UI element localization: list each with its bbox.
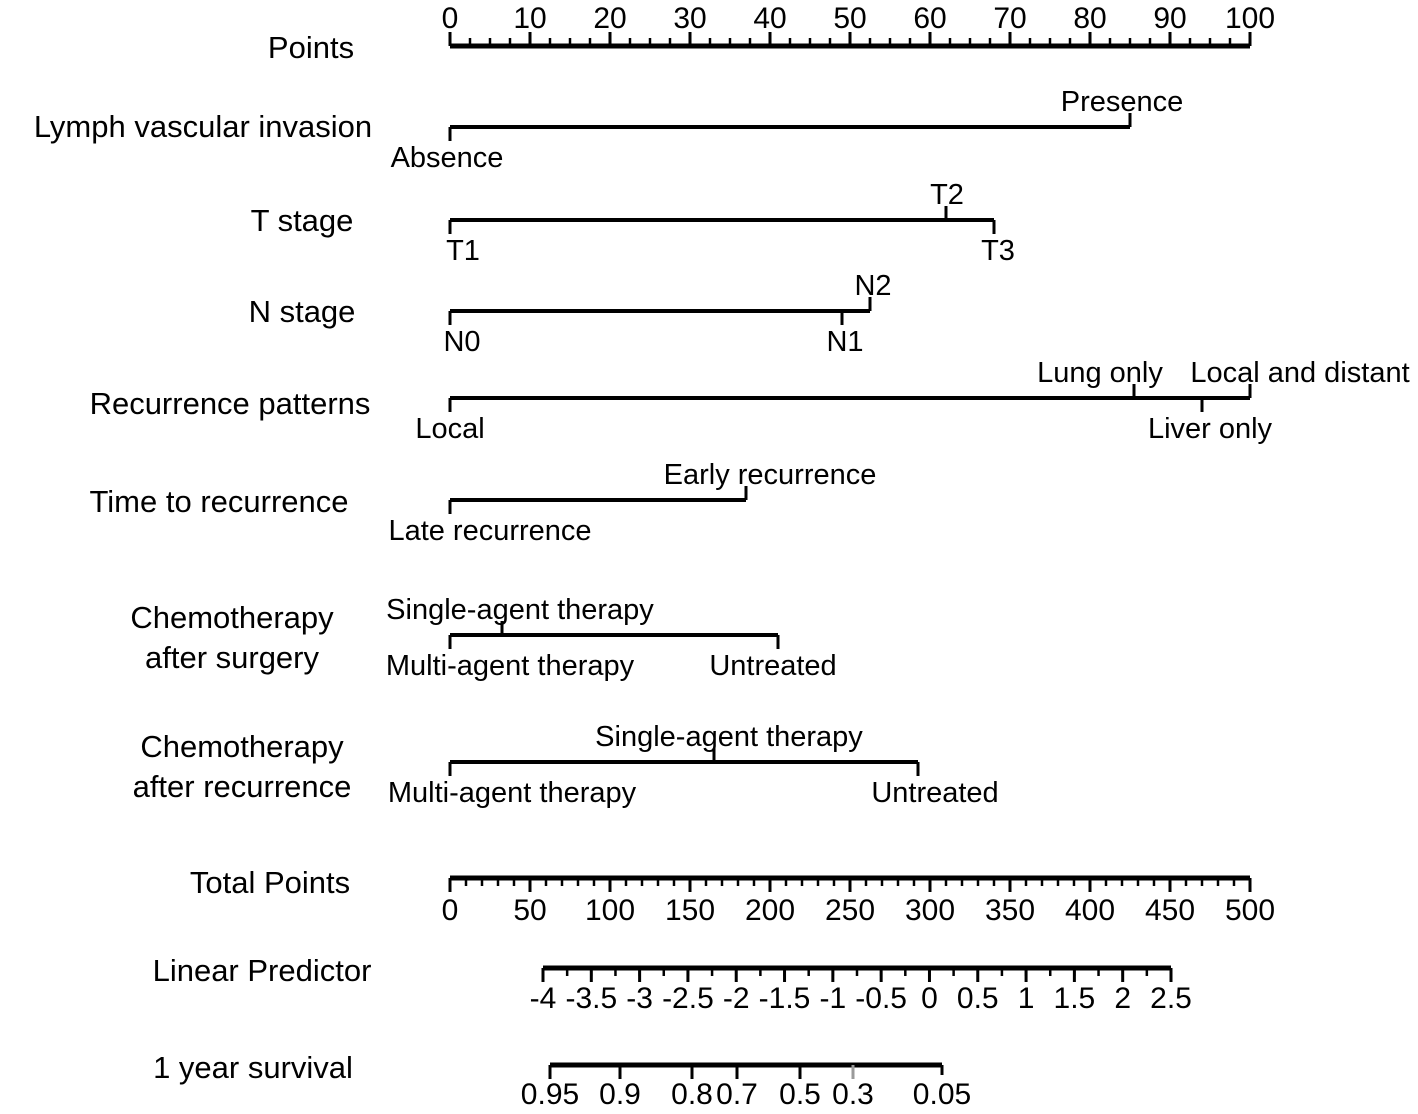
tick-label: -3 xyxy=(626,982,653,1015)
tick-label: 0.7 xyxy=(716,1078,758,1111)
category-label: Single-agent therapy xyxy=(595,721,863,753)
tick-label: 10 xyxy=(513,2,546,35)
tick-label: 0.5 xyxy=(957,982,999,1015)
row-label-lymph-vascular-invasion: Lymph vascular invasion xyxy=(34,109,372,144)
tick-label: 1 xyxy=(1018,982,1035,1015)
tick-label: 1.5 xyxy=(1054,982,1096,1015)
category-label: Early recurrence xyxy=(664,459,877,491)
tick-label: 0.05 xyxy=(913,1078,971,1111)
row-label-chemotherapy-after-recurrence: after recurrence xyxy=(133,769,352,804)
category-label: T1 xyxy=(446,235,480,267)
row-points: Points 0 10 20 30 40 50 60 70 80 90 100 xyxy=(268,2,1275,65)
tick-label: 400 xyxy=(1065,894,1115,927)
category-label: N1 xyxy=(826,326,863,358)
tick-label: 80 xyxy=(1073,2,1106,35)
category-label: Untreated xyxy=(709,650,836,682)
tick-label: 100 xyxy=(585,894,635,927)
tick-label: 0 xyxy=(442,2,459,35)
category-label: Absence xyxy=(391,142,504,174)
tick-label: 30 xyxy=(673,2,706,35)
tick-label: -2.5 xyxy=(662,982,714,1015)
tick-label: -1 xyxy=(820,982,847,1015)
category-label: Untreated xyxy=(871,777,998,809)
category-label: Multi-agent therapy xyxy=(388,777,637,809)
row-label-linear-predictor: Linear Predictor xyxy=(153,953,372,988)
tick-label: 90 xyxy=(1153,2,1186,35)
row-chemotherapy-after-recurrence: Chemotherapy after recurrence Multi-agent … xyxy=(133,721,999,809)
tick-label: 60 xyxy=(913,2,946,35)
category-label: N0 xyxy=(443,326,480,358)
row-label-total-points: Total Points xyxy=(190,865,350,900)
tick-label: 250 xyxy=(825,894,875,927)
tick-label: -1.5 xyxy=(759,982,811,1015)
row-label-chemotherapy-after-surgery: Chemotherapy xyxy=(130,600,334,635)
category-label: Presence xyxy=(1061,86,1184,118)
row-total-points: Total Points 0 50 100 150 200 250 300 350 400 450 5… xyxy=(190,865,1275,927)
row-lymph-vascular-invasion: Lymph vascular invasion Absence Presence xyxy=(34,86,1183,174)
tick-label: 0.9 xyxy=(599,1078,641,1111)
category-label: Single-agent therapy xyxy=(386,594,654,626)
category-label: Liver only xyxy=(1148,413,1273,445)
tick-label: -0.5 xyxy=(855,982,907,1015)
tick-label: 50 xyxy=(833,2,866,35)
category-label: Lung only xyxy=(1037,357,1163,389)
row-recurrence-patterns: Recurrence patterns Local Lung only Liver o… xyxy=(90,357,1410,445)
tick-label: 450 xyxy=(1145,894,1195,927)
tick-label: 0.8 xyxy=(671,1078,713,1111)
row-label-chemotherapy-after-recurrence: Chemotherapy xyxy=(140,729,344,764)
category-label: Multi-agent therapy xyxy=(386,650,635,682)
category-label: T3 xyxy=(981,235,1015,267)
tick-label: 70 xyxy=(993,2,1026,35)
row-n-stage: N stage N0 N1 N2 xyxy=(249,270,892,358)
tick-label: 100 xyxy=(1225,2,1275,35)
tick-label: 150 xyxy=(665,894,715,927)
tick-label: 200 xyxy=(745,894,795,927)
tick-label: -2 xyxy=(723,982,750,1015)
row-label-n-stage: N stage xyxy=(249,294,356,329)
tick-label: -4 xyxy=(530,982,557,1015)
tick-label: 40 xyxy=(753,2,786,35)
tick-label: 0.95 xyxy=(521,1078,579,1111)
row-label-recurrence-patterns: Recurrence patterns xyxy=(90,386,371,421)
row-one-year-survival: 1 year survival 0.95 0.9 0.8 0.7 0.5 0.3 0.05 xyxy=(153,1050,971,1111)
tick-label: 0.5 xyxy=(779,1078,821,1111)
row-label-points: Points xyxy=(268,30,354,65)
row-t-stage: T stage T1 T2 T3 xyxy=(251,179,1015,267)
tick-label: 350 xyxy=(985,894,1035,927)
category-label: N2 xyxy=(854,270,891,302)
row-label-t-stage: T stage xyxy=(251,203,354,238)
row-label-one-year-survival: 1 year survival xyxy=(153,1050,353,1085)
row-time-to-recurrence: Time to recurrence Late recurrence Early r… xyxy=(90,459,877,547)
tick-label: 300 xyxy=(905,894,955,927)
tick-label: 0 xyxy=(442,894,459,927)
row-chemotherapy-after-surgery: Chemotherapy after surgery Multi-agent the… xyxy=(130,594,836,682)
category-label: T2 xyxy=(930,179,964,211)
tick-label: 0 xyxy=(921,982,938,1015)
tick-label: 50 xyxy=(513,894,546,927)
row-label-chemotherapy-after-surgery: after surgery xyxy=(145,640,320,675)
tick-label: 2.5 xyxy=(1150,982,1192,1015)
row-label-time-to-recurrence: Time to recurrence xyxy=(90,484,349,519)
tick-label: 500 xyxy=(1225,894,1275,927)
category-label: Late recurrence xyxy=(388,515,591,547)
row-linear-predictor: Linear Predictor -4 -3.5 -3 -2.5 -2 -1.5 -1 -0.5… xyxy=(153,953,1192,1015)
tick-label: 2 xyxy=(1114,982,1131,1015)
tick-label: 20 xyxy=(593,2,626,35)
category-label: Local and distant xyxy=(1190,357,1409,389)
tick-label: -3.5 xyxy=(565,982,617,1015)
tick-label: 0.3 xyxy=(832,1078,874,1111)
category-label: Local xyxy=(415,413,484,445)
